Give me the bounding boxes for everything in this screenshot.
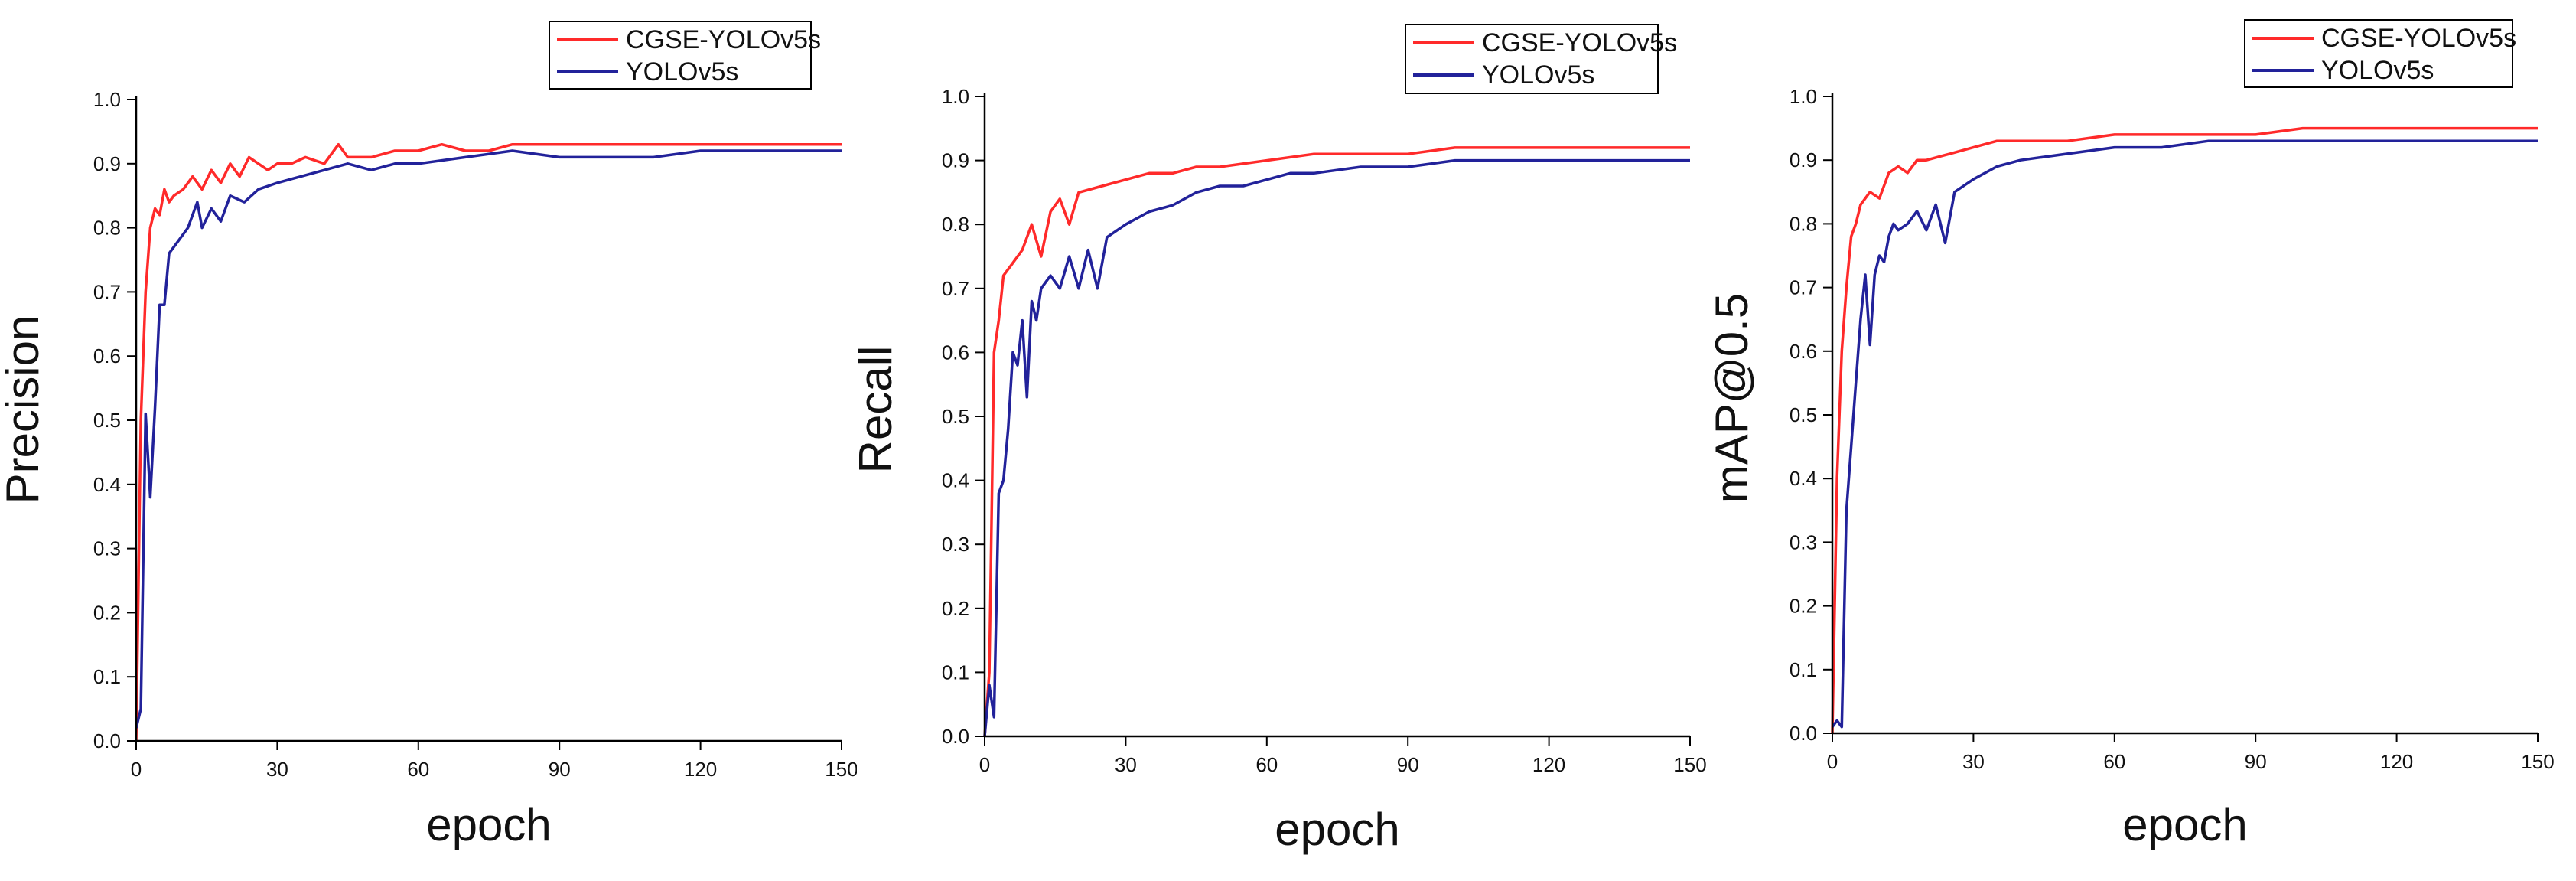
precision-y-tick-label: 0.6	[93, 344, 121, 367]
recall-y-tick-label: 0.9	[942, 149, 969, 172]
map-0-5-series-yolov5s-line	[1831, 139, 2538, 729]
map-0-5-legend-label-yolov5s: YOLOv5s	[2321, 56, 2434, 85]
precision-legend-label-yolov5s: YOLOv5s	[626, 57, 738, 86]
precision-y-tick-label: 0.5	[93, 409, 121, 432]
precision-y-tick-label: 0.0	[93, 729, 121, 752]
precision-x-tick-label: 90	[549, 758, 571, 781]
map-0-5-y-tick-label: 0.2	[1790, 595, 1817, 618]
precision-y-axis-title: Precision	[0, 315, 48, 504]
precision-series-cgse-yolov5s-line	[135, 142, 842, 742]
precision-chart-panel: 0.0 0.1 0.2 0.3 0.4 0.5 0.6 0.7 0.8 0.9 1.0 0 30 60 90…	[0, 0, 857, 881]
precision-x-tick-label: 120	[684, 758, 717, 781]
precision-x-tick-label: 30	[266, 758, 288, 781]
precision-x-tick-label: 150	[825, 758, 857, 781]
recall-y-tick-label: 0.1	[942, 661, 969, 684]
recall-y-tick-label: 0.7	[942, 277, 969, 300]
map-0-5-x-tick-label: 150	[2521, 750, 2554, 773]
recall-chart: 0.0 0.1 0.2 0.3 0.4 0.5 0.6 0.7 0.8 0.9 1.0 0 30 60 90…	[853, 24, 1707, 855]
recall-y-axis-title: Recall	[853, 346, 901, 474]
recall-legend-label-yolov5s: YOLOv5s	[1482, 60, 1594, 90]
precision-y-tick-label: 0.8	[93, 217, 121, 240]
map-0-5-x-tick-label: 30	[1962, 750, 1985, 773]
map-chart: 0.0 0.1 0.2 0.3 0.4 0.5 0.6 0.7 0.8 0.9 1.0 0 30 60 90…	[1708, 19, 2555, 850]
precision-x-axis-title: epoch	[426, 799, 551, 850]
map-0-5-x-tick-label: 120	[2380, 750, 2413, 773]
map-0-5-y-tick-label: 0.8	[1790, 212, 1817, 235]
recall-x-tick-label: 60	[1255, 753, 1278, 776]
precision-series-yolov5s-line	[135, 149, 842, 729]
map-0-5-x-tick-label: 60	[2103, 750, 2125, 773]
precision-x-tick-label: 60	[407, 758, 429, 781]
recall-legend-box	[1405, 24, 1659, 94]
recall-y-tick-label: 0.8	[942, 213, 969, 236]
map-0-5-y-axis-title: mAP@0.5	[1708, 293, 1757, 503]
precision-x-tick-label: 0	[131, 758, 142, 781]
map-0-5-x-tick-label: 0	[1827, 750, 1838, 773]
map-0-5-y-tick-label: 0.6	[1790, 340, 1817, 363]
recall-y-tick-label: 1.0	[942, 85, 969, 108]
map-0-5-legend-box	[2244, 19, 2513, 88]
map-0-5-series-cgse-yolov5s-line	[1831, 126, 2538, 734]
recall-y-tick-label: 0.2	[942, 597, 969, 620]
recall-y-tick-label: 0.0	[942, 725, 969, 748]
precision-legend-label-cgse-yolov5s: CGSE-YOLOv5s	[626, 25, 821, 54]
recall-y-tick-label: 0.3	[942, 533, 969, 556]
recall-x-tick-label: 0	[979, 753, 990, 776]
map-0-5-y-tick-label: 0.1	[1790, 658, 1817, 681]
precision-y-tick-label: 0.1	[93, 665, 121, 688]
recall-y-tick-label: 0.5	[942, 405, 969, 428]
recall-x-tick-label: 90	[1397, 753, 1419, 776]
map-0-5-x-axis-title: epoch	[2122, 799, 2247, 850]
recall-x-tick-label: 30	[1115, 753, 1137, 776]
map-0-5-x-tick-label: 90	[2245, 750, 2267, 773]
recall-y-tick-label: 0.6	[942, 341, 969, 364]
precision-y-tick-label: 0.2	[93, 601, 121, 624]
map-0-5-y-tick-label: 0.7	[1790, 276, 1817, 299]
map-0-5-legend-label-cgse-yolov5s: CGSE-YOLOv5s	[2321, 24, 2516, 53]
recall-x-tick-label: 150	[1673, 753, 1706, 776]
map-0-5-y-tick-label: 0.5	[1790, 403, 1817, 426]
map-chart-panel: 0.0 0.1 0.2 0.3 0.4 0.5 0.6 0.7 0.8 0.9 1.0 0 30 60 90…	[1708, 0, 2565, 881]
precision-legend-box	[549, 21, 812, 90]
map-0-5-y-tick-label: 0.0	[1790, 722, 1817, 745]
recall-legend-label-cgse-yolov5s: CGSE-YOLOv5s	[1482, 28, 1677, 57]
precision-chart: 0.0 0.1 0.2 0.3 0.4 0.5 0.6 0.7 0.8 0.9 1.0 0 30 60 90…	[0, 21, 857, 850]
precision-y-tick-label: 0.4	[93, 473, 121, 496]
recall-x-tick-label: 120	[1532, 753, 1565, 776]
precision-y-tick-label: 0.9	[93, 152, 121, 175]
precision-y-tick-label: 0.7	[93, 280, 121, 303]
map-0-5-y-tick-label: 0.9	[1790, 148, 1817, 171]
recall-y-tick-label: 0.4	[942, 469, 969, 492]
map-0-5-y-tick-label: 0.4	[1790, 467, 1817, 490]
precision-y-tick-label: 1.0	[93, 88, 121, 111]
recall-x-axis-title: epoch	[1275, 804, 1399, 855]
map-0-5-y-tick-label: 0.3	[1790, 530, 1817, 553]
recall-series-cgse-yolov5s-line	[983, 146, 1690, 737]
precision-y-tick-label: 0.3	[93, 537, 121, 560]
recall-series-yolov5s-line	[983, 158, 1690, 737]
map-0-5-y-tick-label: 1.0	[1790, 85, 1817, 108]
recall-chart-panel: 0.0 0.1 0.2 0.3 0.4 0.5 0.6 0.7 0.8 0.9 1.0 0 30 60 90…	[853, 0, 1710, 881]
